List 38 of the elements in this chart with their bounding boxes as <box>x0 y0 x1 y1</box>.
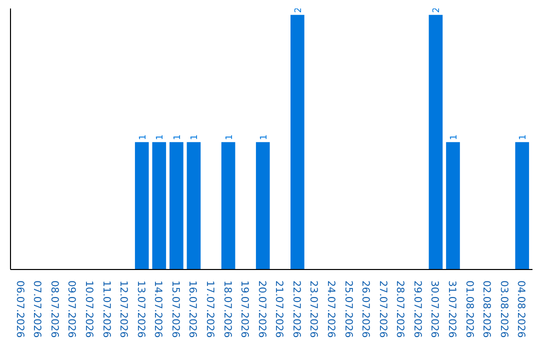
data-label: 1 <box>138 134 148 140</box>
data-label: 1 <box>224 134 235 140</box>
data-label: 1 <box>156 134 166 140</box>
data-label: 1 <box>449 134 460 140</box>
x-tick-label: 21.07.2026 <box>273 280 284 338</box>
data-label: 1 <box>190 134 200 140</box>
x-tick-label: 17.07.2026 <box>204 280 216 338</box>
x-tick-label: 16.07.2026 <box>186 280 198 338</box>
data-label: 1 <box>259 134 270 140</box>
x-tick-label: 08.07.2026 <box>48 280 60 338</box>
x-tick-label: 10.07.2026 <box>83 280 94 338</box>
x-tick-label: 22.07.2026 <box>290 280 302 338</box>
x-tick-label: 29.07.2026 <box>411 280 422 338</box>
x-tick-label: 04.08.2026 <box>515 280 526 338</box>
x-tick-label: 02.08.2026 <box>480 280 492 338</box>
x-tick-label: 11.07.2026 <box>100 280 112 338</box>
x-tick-label: 14.07.2026 <box>152 280 164 338</box>
data-label: 1 <box>172 134 183 140</box>
data-label: 1 <box>518 134 529 140</box>
x-tick-label: 31.07.2026 <box>446 280 457 338</box>
x-tick-label: 01.08.2026 <box>463 280 474 338</box>
x-tick-label: 18.07.2026 <box>221 280 232 338</box>
x-tick-label: 20.07.2026 <box>256 280 267 338</box>
x-tick-label: 23.07.2026 <box>308 280 319 338</box>
x-tick-label: 25.07.2026 <box>342 280 354 338</box>
x-tick-label: 15.07.2026 <box>169 280 180 338</box>
x-tick-label: 30.07.2026 <box>428 280 440 338</box>
x-tick-label: 26.07.2026 <box>360 280 371 338</box>
x-tick-label: 07.07.2026 <box>31 280 42 338</box>
x-tick-label: 06.07.2026 <box>14 280 25 338</box>
x-tick-label: 03.08.2026 <box>498 280 509 338</box>
x-tick-label: 19.07.2026 <box>238 280 250 338</box>
x-tick-label: 09.07.2026 <box>66 280 77 338</box>
x-tick-label: 27.07.2026 <box>376 280 388 338</box>
x-tick-label: 28.07.2026 <box>394 280 406 338</box>
x-tick-label: 24.07.2026 <box>324 280 336 338</box>
x-tick-label: 12.07.2026 <box>118 280 129 338</box>
x-tick-label: 13.07.2026 <box>134 280 146 338</box>
